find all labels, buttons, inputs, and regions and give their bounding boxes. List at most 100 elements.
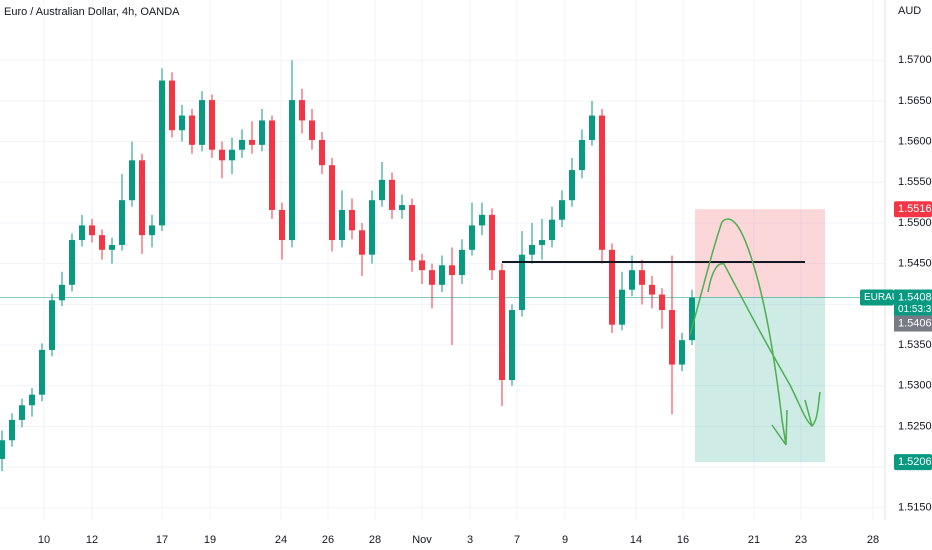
candles xyxy=(0,60,695,472)
y-tick-label: 1.54500 xyxy=(898,258,932,270)
candle-body xyxy=(149,225,155,236)
candle-body xyxy=(69,240,75,285)
candle-body xyxy=(669,310,675,365)
y-tick-label: 1.52500 xyxy=(898,420,932,432)
x-tick-label: 14 xyxy=(630,534,642,546)
x-tick-label: 16 xyxy=(677,534,689,546)
candle-body xyxy=(199,100,205,145)
candle-body xyxy=(0,440,5,459)
x-tick-label: 28 xyxy=(867,534,879,546)
candle-body xyxy=(289,100,295,241)
candle-body xyxy=(529,244,535,255)
candle-body xyxy=(679,340,685,365)
candle-body xyxy=(599,115,605,250)
target-label: 1.52061 xyxy=(898,456,932,468)
candle-body xyxy=(399,205,405,210)
candle-body xyxy=(509,310,515,381)
candle-body xyxy=(49,300,55,350)
x-tick-label: 19 xyxy=(204,534,216,546)
x-tick-label: 23 xyxy=(795,534,807,546)
last-price-box xyxy=(894,289,932,316)
candle-body xyxy=(269,120,275,210)
stop-label-box xyxy=(894,201,932,218)
candle-body xyxy=(619,289,625,325)
candle-body xyxy=(429,270,435,285)
candle-body xyxy=(109,244,115,250)
stop-zone xyxy=(695,209,825,298)
candle-body xyxy=(119,200,125,245)
candle-body xyxy=(489,214,495,271)
candle-body xyxy=(359,230,365,255)
candle-body xyxy=(439,265,445,285)
grid xyxy=(0,0,885,520)
candle-body xyxy=(279,209,285,241)
candle-body xyxy=(569,170,575,201)
candle-body xyxy=(9,419,15,441)
candle-body xyxy=(79,225,85,241)
x-tick-label: 21 xyxy=(748,534,760,546)
candle-body xyxy=(519,254,525,311)
candle-body xyxy=(549,219,555,241)
candle-body xyxy=(689,297,695,341)
candle-body xyxy=(39,349,45,395)
candle-body xyxy=(369,200,375,255)
stop-label: 1.55169 xyxy=(898,203,932,215)
candle-body xyxy=(329,165,335,241)
x-tick-label: 24 xyxy=(275,534,287,546)
x-tick-label: 28 xyxy=(369,534,381,546)
x-tick-label: 12 xyxy=(86,534,98,546)
x-tick-label: 3 xyxy=(467,534,473,546)
position-tool xyxy=(0,209,885,463)
y-tick-label: 1.57000 xyxy=(898,54,932,66)
candle-body xyxy=(539,240,545,245)
candle-body xyxy=(649,284,655,295)
y-tick-label: 1.51500 xyxy=(898,502,932,514)
candle-body xyxy=(309,120,315,140)
candle-body xyxy=(409,205,415,261)
freehand-drawing xyxy=(689,218,788,446)
countdown-label: 01:53:39 xyxy=(898,304,932,315)
candle-body xyxy=(249,139,255,145)
candle-body xyxy=(469,225,475,250)
candle-body xyxy=(349,209,355,231)
candle-body xyxy=(129,160,135,201)
candle-body xyxy=(139,160,145,236)
candle-body xyxy=(189,115,195,145)
candle-body xyxy=(259,120,265,145)
target-label-box xyxy=(894,454,932,471)
chart-title: Euro / Australian Dollar, 4h, OANDA xyxy=(4,6,180,18)
candle-body xyxy=(499,270,505,381)
candle-body xyxy=(379,179,385,201)
bid-price-label: 1.54065 xyxy=(898,317,932,329)
candle-body xyxy=(219,149,225,161)
candle-body xyxy=(319,139,325,166)
candle-body xyxy=(169,80,175,131)
y-tick-label: 1.53000 xyxy=(898,380,932,392)
candle-body xyxy=(589,115,595,140)
y-tick-label: 1.55000 xyxy=(898,217,932,229)
x-tick-label: 26 xyxy=(322,534,334,546)
candle-body xyxy=(179,115,185,131)
x-tick-label: 9 xyxy=(562,534,568,546)
candle-body xyxy=(559,200,565,220)
candle-body xyxy=(459,249,465,276)
symbol-label: EURAUD xyxy=(864,292,906,303)
candle-body xyxy=(609,249,615,325)
y-tick-label: 1.53500 xyxy=(898,339,932,351)
candle-body xyxy=(99,235,105,250)
candle-body xyxy=(419,260,425,271)
currency-label: AUD xyxy=(898,5,921,17)
x-tick-label: Nov xyxy=(412,534,432,546)
y-tick-label: 1.56000 xyxy=(898,136,932,148)
y-tick-label: 1.56500 xyxy=(898,95,932,107)
candle-body xyxy=(629,270,635,290)
x-tick-label: 10 xyxy=(38,534,50,546)
bid-price-box xyxy=(894,315,932,332)
candle-body xyxy=(89,225,95,236)
candle-body xyxy=(159,80,165,226)
candle-body xyxy=(19,405,25,420)
target-zone xyxy=(695,297,825,463)
candle-body xyxy=(29,394,35,406)
